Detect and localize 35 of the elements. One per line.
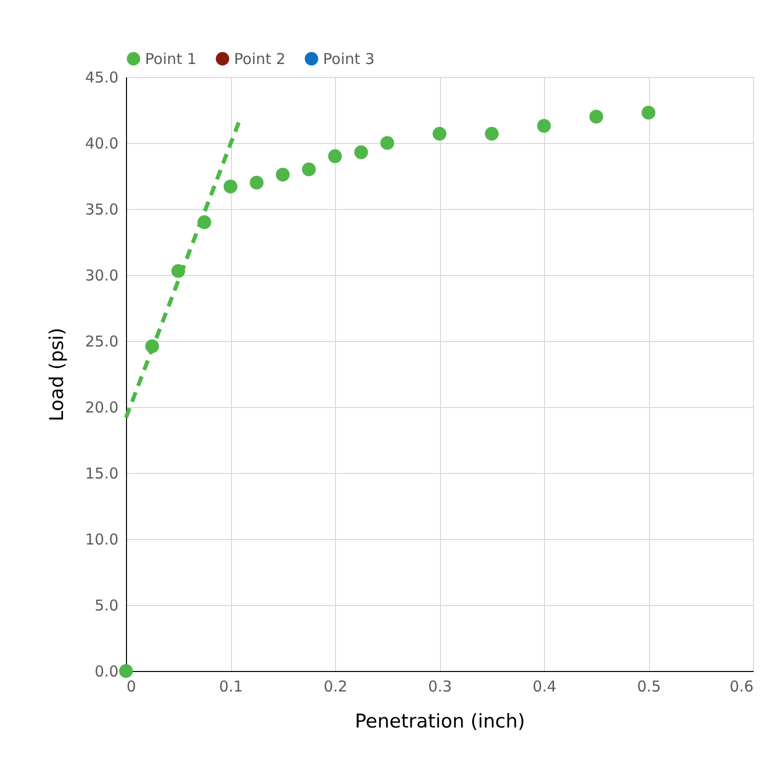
point xyxy=(432,126,446,141)
point xyxy=(589,110,604,124)
x-tick-label: 0.3 xyxy=(428,678,452,696)
x-tick-label: 0.4 xyxy=(532,678,556,696)
y-tick-label: 0.0 xyxy=(94,662,118,680)
y-tick-label: 45.0 xyxy=(85,68,118,86)
y-tick-label: 5.0 xyxy=(94,596,118,614)
y-tick-label: 15.0 xyxy=(85,464,118,482)
x-tick-label: 0 xyxy=(126,678,136,696)
point xyxy=(642,106,656,120)
x-tick-label: 0.5 xyxy=(637,678,661,696)
legend-label: Point 2 xyxy=(234,50,286,68)
y-tick-label: 40.0 xyxy=(85,134,118,152)
point xyxy=(224,180,238,194)
x-tick-label: 0.1 xyxy=(219,678,243,696)
point xyxy=(354,145,368,160)
legend-label: Point 3 xyxy=(323,50,375,68)
point xyxy=(328,149,342,164)
legend-label: Point 1 xyxy=(145,50,197,68)
y-tick-label: 25.0 xyxy=(85,332,118,350)
x-tick-label: 0.6 xyxy=(730,678,754,696)
x-tick-label: 0.2 xyxy=(324,678,348,696)
y-tick-label: 10.0 xyxy=(85,530,118,548)
y-axis-title: Load (psi) xyxy=(46,328,68,422)
y-tick-label: 35.0 xyxy=(85,200,118,218)
point xyxy=(380,136,394,150)
point xyxy=(537,118,551,133)
point xyxy=(484,126,499,141)
y-tick-label: 20.0 xyxy=(85,398,118,416)
point xyxy=(250,176,264,190)
point xyxy=(276,168,290,182)
point xyxy=(302,162,316,176)
x-axis-title: Penetration (inch) xyxy=(354,710,526,732)
point xyxy=(119,664,133,678)
y-tick-label: 30.0 xyxy=(85,266,118,284)
